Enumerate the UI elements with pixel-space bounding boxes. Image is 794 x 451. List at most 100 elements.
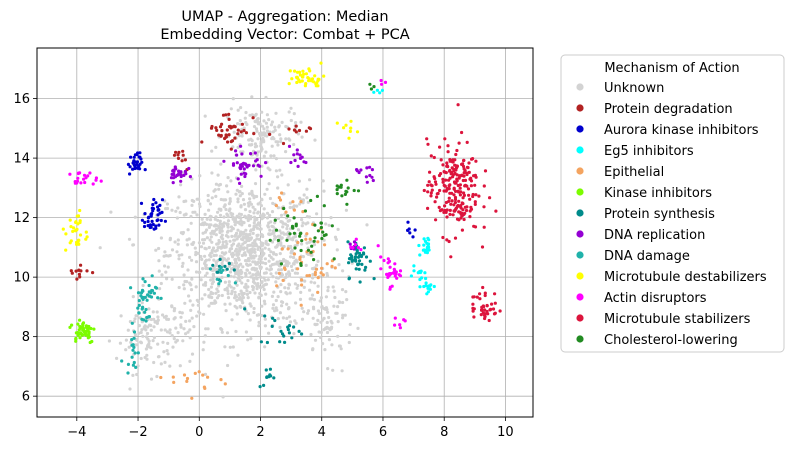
- data-point: [300, 332, 304, 336]
- data-point: [411, 235, 415, 239]
- data-point: [130, 355, 134, 359]
- data-point: [276, 295, 280, 299]
- data-point: [437, 205, 441, 209]
- data-point: [306, 221, 310, 225]
- data-point: [305, 187, 309, 191]
- data-point: [133, 166, 137, 171]
- legend-label: Protein degradation: [604, 102, 733, 117]
- data-point: [259, 174, 263, 178]
- series-unknown: [98, 95, 369, 399]
- data-point: [301, 210, 305, 214]
- data-point: [256, 210, 260, 214]
- data-point: [203, 334, 207, 338]
- data-point: [306, 76, 310, 80]
- data-point: [462, 191, 466, 195]
- data-point: [258, 385, 262, 389]
- data-point: [224, 198, 228, 202]
- data-point: [280, 173, 284, 177]
- data-point: [218, 219, 222, 223]
- data-point: [76, 331, 80, 335]
- data-point: [288, 291, 292, 295]
- data-point: [132, 330, 137, 334]
- data-point: [448, 212, 452, 216]
- data-point: [174, 150, 178, 154]
- data-point: [293, 282, 297, 286]
- data-point: [393, 316, 397, 320]
- data-point: [243, 240, 247, 245]
- data-point: [313, 138, 317, 142]
- data-point: [151, 222, 155, 227]
- data-point: [188, 359, 192, 363]
- data-point: [203, 293, 207, 297]
- data-point: [378, 91, 382, 95]
- data-point: [267, 118, 271, 122]
- data-point: [345, 202, 349, 206]
- data-point: [288, 320, 293, 324]
- data-point: [322, 189, 326, 193]
- data-point: [429, 191, 433, 195]
- data-point: [272, 290, 276, 294]
- data-point: [278, 325, 282, 329]
- data-point: [143, 212, 147, 216]
- data-point: [426, 290, 430, 294]
- data-point: [312, 239, 316, 243]
- data-point: [262, 119, 266, 123]
- data-point: [343, 192, 347, 196]
- data-point: [231, 97, 235, 101]
- data-point: [207, 225, 211, 229]
- data-point: [178, 210, 182, 215]
- data-point: [356, 263, 360, 267]
- data-point: [305, 215, 309, 219]
- data-point: [308, 288, 312, 292]
- data-point: [160, 198, 165, 202]
- data-point: [274, 157, 278, 161]
- data-point: [461, 208, 465, 212]
- data-point: [372, 90, 376, 94]
- data-point: [300, 242, 304, 246]
- data-point: [228, 239, 232, 243]
- data-point: [180, 253, 184, 257]
- data-point: [195, 298, 199, 302]
- data-point: [210, 295, 214, 300]
- data-point: [214, 253, 218, 257]
- data-point: [174, 209, 178, 213]
- data-point: [77, 272, 81, 276]
- data-point: [265, 340, 269, 345]
- data-point: [469, 184, 473, 188]
- data-point: [267, 247, 271, 251]
- data-point: [356, 255, 361, 259]
- data-point: [256, 282, 260, 286]
- data-point: [216, 246, 220, 250]
- data-point: [250, 139, 254, 143]
- data-point: [422, 188, 426, 193]
- data-point: [239, 244, 243, 249]
- data-point: [208, 253, 212, 257]
- data-point: [187, 294, 191, 298]
- data-point: [246, 279, 250, 283]
- data-point: [281, 316, 285, 320]
- data-point: [265, 211, 270, 215]
- data-point: [192, 199, 196, 203]
- data-point: [245, 163, 249, 168]
- data-point: [182, 213, 186, 217]
- data-point: [347, 276, 351, 280]
- data-point: [487, 318, 491, 323]
- data-point: [129, 155, 133, 159]
- data-point: [424, 276, 428, 281]
- data-point: [233, 249, 237, 253]
- data-point: [337, 263, 341, 267]
- data-point: [328, 328, 332, 332]
- data-point: [289, 160, 293, 165]
- data-point: [274, 253, 278, 257]
- data-point: [298, 153, 302, 157]
- data-point: [142, 325, 146, 329]
- data-point: [298, 196, 302, 200]
- data-point: [271, 201, 275, 205]
- data-point: [492, 312, 497, 316]
- data-point: [357, 259, 362, 263]
- data-point: [285, 272, 289, 276]
- data-point: [78, 318, 82, 322]
- data-point: [222, 159, 226, 163]
- data-point: [255, 226, 259, 230]
